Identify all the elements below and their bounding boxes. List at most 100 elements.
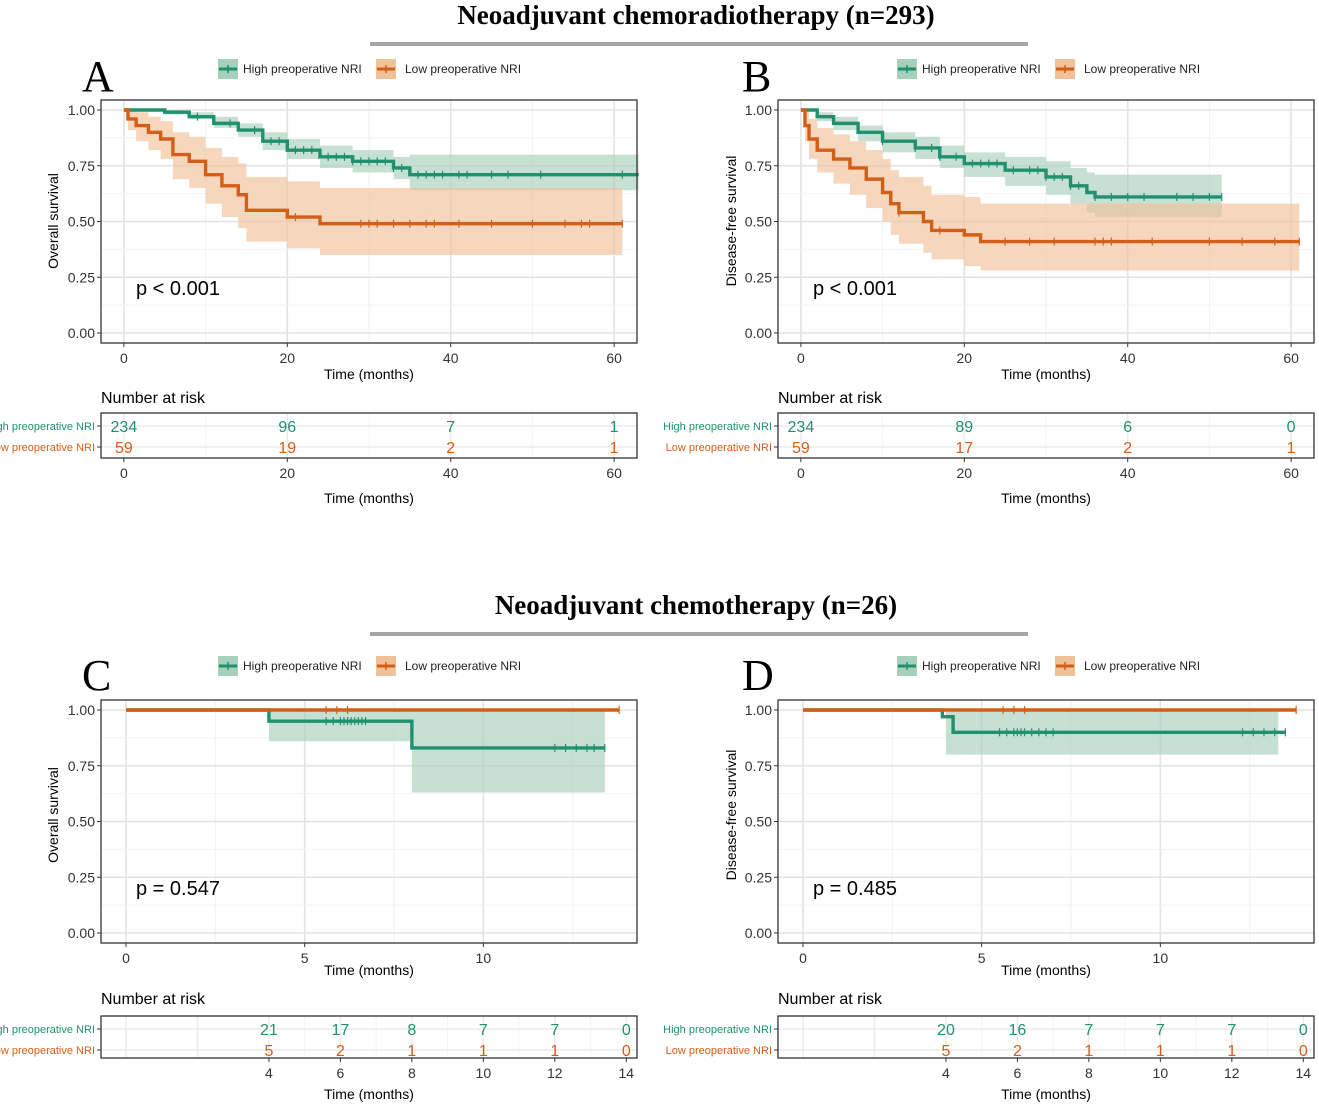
legend-label-low: Low preoperative NRI [1084,659,1200,673]
risk-count-low: 0 [622,1043,631,1060]
x-tick-label: 60 [1283,350,1299,366]
risk-x-tick-label: 20 [280,465,296,481]
panel-a: A High preoperative NRI Low preoperative N… [0,52,639,506]
km-curve-high [800,108,1222,199]
risk-count-low: 1 [610,440,619,457]
risk-count-high: 96 [278,419,296,436]
panel-b-xlabel: Time (months) [1001,366,1091,382]
risk-count-low: 59 [792,440,810,457]
risk-row-label-low: Low preoperative NRI [666,1045,772,1057]
risk-count-high: 89 [955,419,973,436]
risk-x-tick-label: 12 [547,1065,563,1081]
risk-x-tick-label: 12 [1224,1065,1240,1081]
x-tick-label: 40 [1120,350,1136,366]
risk-count-low: 0 [1299,1043,1308,1060]
y-tick-label: 0.75 [68,158,95,174]
x-tick-label: 0 [122,950,130,966]
risk-count-high: 234 [111,419,138,436]
panel-d-ylabel: Disease-free survival [723,750,739,881]
y-tick-label: 0.50 [68,214,95,230]
risk-count-low: 5 [941,1043,950,1060]
y-tick-label: 1.00 [68,702,95,718]
x-tick-label: 40 [443,350,459,366]
risk-x-tick-label: 0 [120,465,128,481]
risk-count-low: 1 [1287,440,1296,457]
y-tick-label: 0.25 [745,269,772,285]
risk-x-tick-label: 40 [443,465,459,481]
x-tick-label: 0 [799,950,807,966]
y-tick-label: 0.75 [745,158,772,174]
risk-x-tick-label: 20 [957,465,973,481]
risk-row-label-high: High preoperative NRI [0,1024,95,1036]
panel-a-risk-table: Number at risk High preoperative NRI 234 96… [0,390,638,506]
risk-row-label-high: High preoperative NRI [663,1024,772,1036]
risk-count-low: 2 [446,440,455,457]
risk-count-high: 0 [622,1022,631,1039]
risk-x-tick-label: 4 [942,1065,950,1081]
y-tick-label: 0.75 [745,758,772,774]
panel-c-ylabel: Overall survival [45,767,61,863]
panel-b-risk-table: Number at risk High preoperative NRI 234 89… [663,390,1315,506]
x-tick-label: 0 [797,350,805,366]
y-tick-label: 0.75 [68,758,95,774]
y-tick-label: 0.00 [68,325,95,341]
panel-c-xlabel: Time (months) [324,962,414,978]
risk-x-tick-label: 8 [408,1065,416,1081]
x-tick-label: 20 [280,350,296,366]
risk-x-tick-label: 10 [1153,1065,1169,1081]
risk-table-title: Number at risk [101,991,206,1008]
risk-xlabel: Time (months) [1001,1086,1091,1102]
risk-table-frame [100,412,638,459]
panel-d-xlabel: Time (months) [1001,962,1091,978]
risk-x-tick-label: 4 [265,1065,273,1081]
risk-count-high: 16 [1009,1022,1027,1039]
y-tick-label: 0.25 [745,869,772,885]
risk-row-label-low: Low preoperative NRI [666,442,772,454]
risk-count-low: 17 [955,440,973,457]
risk-count-low: 2 [336,1043,345,1060]
y-tick-label: 0.00 [745,925,772,941]
risk-table-title: Number at risk [778,390,883,407]
risk-count-low: 1 [479,1043,488,1060]
risk-count-high: 8 [407,1022,416,1039]
panel-c-pvalue: p = 0.547 [136,878,220,900]
risk-xlabel: Time (months) [324,1086,414,1102]
y-tick-label: 1.00 [745,102,772,118]
y-tick-label: 0.25 [68,869,95,885]
risk-xlabel: Time (months) [324,490,414,506]
x-tick-label: 20 [957,350,973,366]
panel-d-letter: D [742,651,774,700]
x-tick-label: 10 [1153,950,1169,966]
risk-xlabel: Time (months) [1001,490,1091,506]
y-tick-label: 0.00 [745,325,772,341]
legend-label-low: Low preoperative NRI [1084,62,1200,76]
risk-row-label-high: High preoperative NRI [663,421,772,433]
risk-count-low: 1 [1156,1043,1165,1060]
risk-count-low: 5 [264,1043,273,1060]
x-tick-label: 5 [978,950,986,966]
y-tick-label: 0.50 [68,814,95,830]
risk-count-high: 20 [937,1022,955,1039]
ci-band-high [268,710,605,793]
panel-a-legend: High preoperative NRI Low preoperative NR… [218,59,521,79]
risk-count-low: 2 [1123,440,1132,457]
risk-x-tick-label: 40 [1120,465,1136,481]
risk-count-high: 7 [1227,1022,1236,1039]
panel-c: C High preoperative NRI Low preoperative N… [0,651,638,1102]
legend-label-high: High preoperative NRI [922,62,1041,76]
risk-count-high: 7 [1156,1022,1165,1039]
panel-c-letter: C [82,651,111,700]
risk-count-low: 19 [278,440,296,457]
risk-table-frame [100,1015,638,1059]
risk-x-tick-label: 10 [476,1065,492,1081]
panel-d: D High preoperative NRI Low preoperative N… [663,651,1315,1102]
risk-x-tick-label: 14 [1295,1065,1311,1081]
risk-count-high: 21 [260,1022,278,1039]
risk-count-high: 1 [610,419,619,436]
risk-count-high: 6 [1123,419,1132,436]
panel-b-legend: High preoperative NRI Low preoperative NR… [897,59,1200,79]
risk-count-high: 7 [550,1022,559,1039]
legend-label-low: Low preoperative NRI [405,659,521,673]
risk-count-high: 7 [1084,1022,1093,1039]
